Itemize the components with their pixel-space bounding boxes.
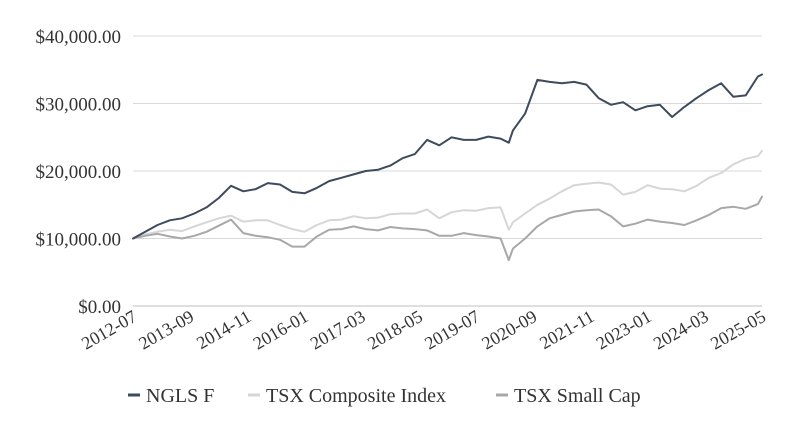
x-tick-label: 2020-09 — [478, 306, 540, 353]
legend-item: TSX Small Cap — [496, 385, 641, 407]
x-tick-label: 2013-09 — [135, 306, 197, 353]
legend-label: TSX Composite Index — [266, 385, 446, 407]
y-tick-label: $10,000.00 — [36, 230, 122, 251]
x-tick-label: 2019-07 — [421, 306, 483, 353]
series-line-0 — [132, 73, 763, 240]
y-tick-label: $40,000.00 — [36, 27, 122, 48]
series-line-1 — [132, 149, 763, 240]
x-tick-label: 2023-01 — [593, 306, 655, 353]
legend-label: TSX Small Cap — [514, 385, 641, 407]
y-tick-label: $30,000.00 — [36, 95, 122, 116]
x-axis: 2012-072013-092014-112016-012017-032018-… — [78, 306, 769, 353]
legend: NGLS F TSX Composite Index TSX Small Cap — [128, 385, 641, 407]
x-tick-label: 2017-03 — [307, 306, 369, 353]
plot-area — [132, 73, 763, 262]
y-axis: $0.00 $10,000.00 $20,000.00 $30,000.00 $40,0… — [36, 27, 122, 318]
x-tick-label: 2025-05 — [707, 306, 769, 353]
legend-item: NGLS F — [128, 385, 214, 407]
x-tick-label: 2016-01 — [250, 306, 312, 353]
gridlines — [133, 35, 762, 307]
legend-item: TSX Composite Index — [248, 385, 446, 407]
series-line-2 — [132, 195, 763, 262]
x-tick-label: 2018-05 — [364, 306, 426, 353]
x-tick-label: 2024-03 — [650, 306, 712, 353]
legend-label: NGLS F — [146, 385, 214, 407]
x-tick-label: 2014-11 — [193, 306, 254, 353]
x-tick-label: 2021-11 — [536, 306, 597, 353]
y-tick-label: $0.00 — [78, 297, 121, 318]
y-tick-label: $20,000.00 — [36, 162, 122, 183]
